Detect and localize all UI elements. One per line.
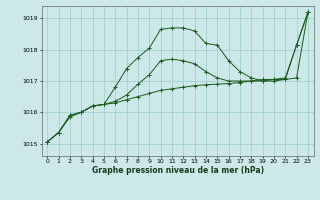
X-axis label: Graphe pression niveau de la mer (hPa): Graphe pression niveau de la mer (hPa) xyxy=(92,166,264,175)
